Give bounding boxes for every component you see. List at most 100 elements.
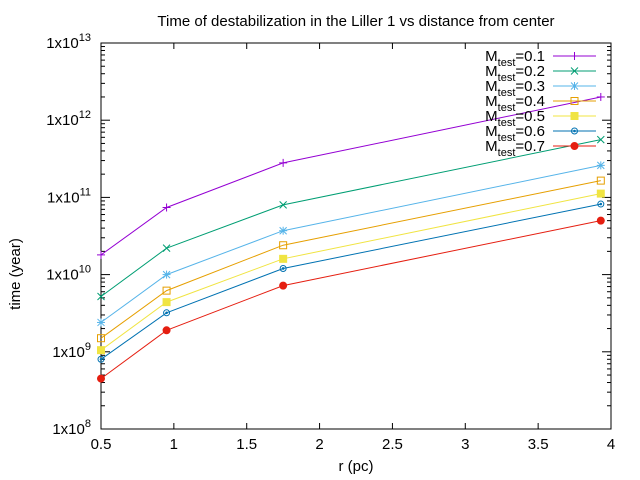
- data-point: [97, 250, 105, 259]
- y-tick-exponent: 12: [79, 109, 91, 121]
- legend-marker: [570, 67, 579, 75]
- series-line: [100, 139, 601, 297]
- legend-label-base: M: [485, 48, 498, 65]
- x-tick-label: 2: [315, 436, 323, 453]
- series-7: [97, 216, 605, 383]
- data-point: [597, 200, 605, 208]
- y-tick-base: 1x10: [46, 112, 79, 129]
- series-3: [97, 161, 605, 327]
- data-point: [162, 270, 171, 279]
- data-point: [162, 244, 171, 253]
- data-point: [162, 298, 171, 307]
- legend-marker: [570, 112, 579, 120]
- y-tick-label: 1x1012: [46, 109, 91, 129]
- data-point: [596, 189, 605, 198]
- y-axis-label: time (year): [7, 238, 24, 310]
- y-tick-exponent: 8: [85, 418, 91, 430]
- x-tick-label: 2.5: [382, 436, 403, 453]
- legend-label-subscript: test: [498, 72, 516, 84]
- legend-label-subscript: test: [498, 147, 516, 159]
- data-point: [97, 318, 105, 327]
- legend-marker: [570, 82, 579, 90]
- data-point: [279, 264, 287, 272]
- plot-frame: [100, 42, 612, 430]
- data-point: [279, 281, 288, 290]
- data-point: [97, 374, 105, 383]
- series-6: [97, 200, 605, 363]
- y-tick-base: 1x10: [46, 267, 79, 284]
- chart-title: Time of destabilization in the Liller 1 …: [157, 13, 554, 30]
- legend-entry: Mtest=0.7: [485, 138, 596, 159]
- series-line: [100, 164, 601, 323]
- legend-label-value: =0.2: [515, 63, 545, 80]
- legend-label-subscript: test: [498, 87, 516, 99]
- legend-marker: [571, 127, 578, 135]
- legend-label-base: M: [485, 123, 498, 140]
- y-tick-base: 1x10: [52, 344, 85, 361]
- x-tick-label: 1: [170, 436, 178, 453]
- legend-label: Mtest=0.3: [485, 78, 545, 99]
- legend-label-value: =0.6: [515, 123, 545, 140]
- y-tick-label: 1x1010: [46, 264, 91, 284]
- legend-marker: [570, 97, 579, 105]
- legend-label-value: =0.1: [515, 48, 545, 65]
- y-tick-exponent: 9: [85, 341, 91, 353]
- series-line: [100, 193, 601, 351]
- y-tick-label: 1x109: [52, 341, 91, 361]
- series-4: [97, 176, 605, 343]
- legend-entry: Mtest=0.3: [485, 78, 596, 99]
- legend-label: Mtest=0.2: [485, 63, 545, 84]
- x-tick-label: 3.5: [528, 436, 549, 453]
- legend-label: Mtest=0.6: [485, 123, 545, 144]
- series-line: [100, 203, 601, 360]
- data-point: [279, 226, 288, 235]
- legend-label-value: =0.4: [515, 93, 545, 110]
- series-line: [100, 96, 601, 256]
- legend-label-subscript: test: [498, 117, 516, 129]
- legend-label-subscript: test: [498, 132, 516, 144]
- y-tick-exponent: 11: [80, 186, 91, 198]
- legend-marker: [570, 52, 579, 60]
- x-tick-label: 1.5: [236, 436, 257, 453]
- data-point: [279, 254, 288, 263]
- legend-entry: Mtest=0.2: [485, 63, 596, 84]
- data-point: [279, 241, 288, 250]
- y-tick-label: 1x1011: [47, 186, 91, 206]
- y-tick-base: 1x10: [52, 421, 85, 438]
- legend-label-value: =0.7: [515, 138, 545, 155]
- legend-label-base: M: [485, 108, 498, 125]
- data-point: [596, 135, 605, 144]
- x-tick-label: 3: [461, 436, 469, 453]
- legend-label-subscript: test: [498, 57, 516, 69]
- x-tick-label: 4: [607, 436, 615, 453]
- legend-label-value: =0.5: [515, 108, 545, 125]
- legend-label-base: M: [485, 93, 498, 110]
- x-tick-label: 0.5: [91, 436, 112, 453]
- y-tick-base: 1x10: [46, 35, 79, 52]
- legend-label: Mtest=0.1: [485, 48, 545, 69]
- series-1: [97, 92, 605, 259]
- legend-label-base: M: [485, 138, 498, 155]
- legend-entry: Mtest=0.1: [485, 48, 596, 69]
- y-tick-base: 1x10: [47, 189, 80, 206]
- series-line: [100, 180, 601, 339]
- x-axis-label: r (pc): [339, 458, 374, 475]
- data-point: [596, 216, 605, 225]
- series-2: [97, 135, 605, 301]
- data-point: [97, 292, 105, 301]
- y-tick-label: 1x1013: [46, 32, 91, 52]
- y-tick-exponent: 13: [79, 32, 91, 44]
- data-point: [279, 158, 288, 167]
- data-point: [596, 176, 605, 185]
- legend-label: Mtest=0.7: [485, 138, 545, 159]
- legend-label-value: =0.3: [515, 78, 545, 95]
- legend-entry: Mtest=0.4: [485, 93, 596, 114]
- y-tick-exponent: 10: [79, 264, 91, 276]
- data-point: [97, 334, 105, 343]
- legend-label-base: M: [485, 78, 498, 95]
- data-point: [162, 203, 171, 212]
- legend-label: Mtest=0.4: [485, 93, 545, 114]
- data-point: [162, 286, 171, 295]
- series-5: [97, 189, 605, 355]
